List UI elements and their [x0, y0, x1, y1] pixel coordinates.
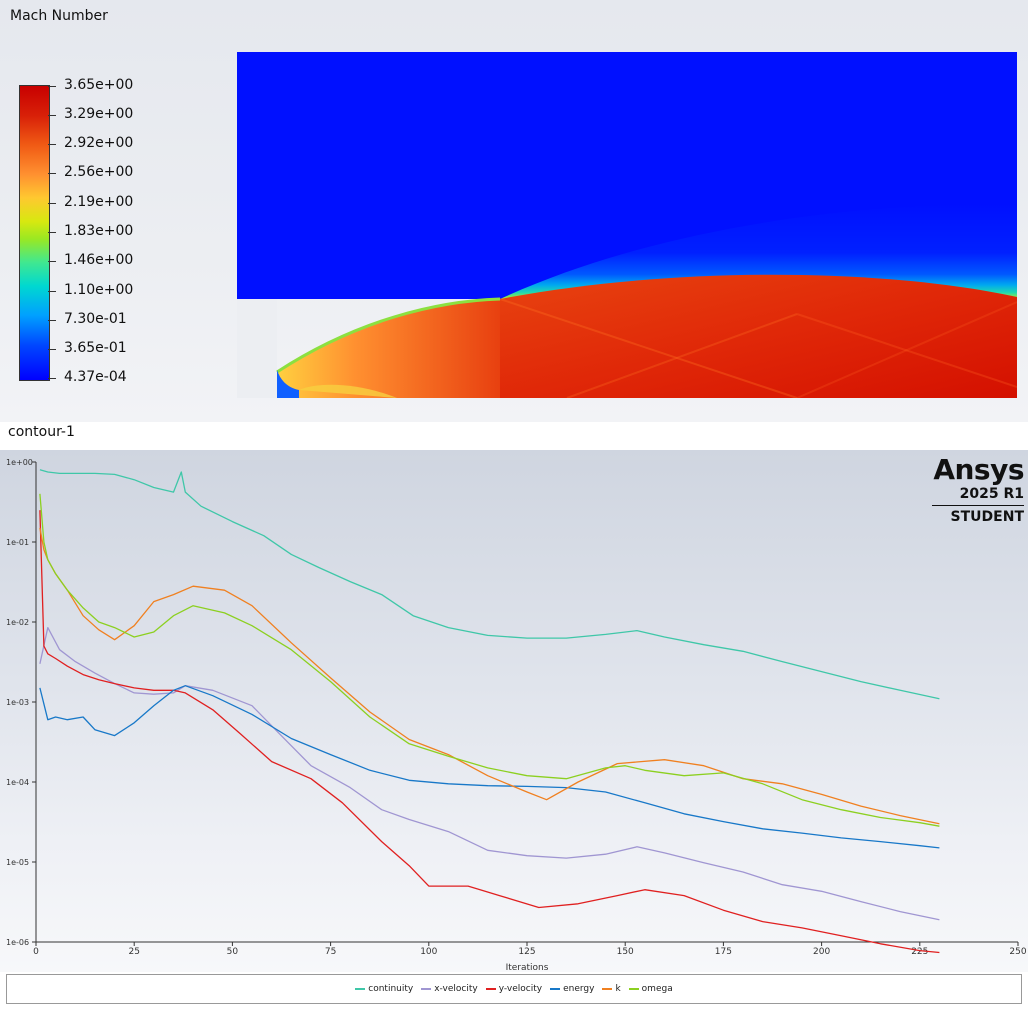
chart-series	[39, 469, 940, 954]
legend-label: omega	[641, 984, 673, 994]
series-omega	[39, 493, 940, 827]
colorbar	[19, 85, 50, 381]
chart-axes: 0 25 50 75 100 125 150 175 200 225 250 1e+00 1e-01 1e…	[6, 458, 1027, 972]
ansys-logo: Ansys 2025 R1 STUDENT	[926, 453, 1025, 526]
legend-item-y-velocity: y-velocity	[485, 984, 543, 994]
x-axis-label: Iterations	[506, 963, 549, 972]
x-tick-label: 250	[1009, 947, 1026, 957]
x-tick-label: 150	[617, 947, 634, 957]
colorbar-labels: 3.65e+00 3.29e+00 2.92e+00 2.56e+00 2.19…	[64, 77, 154, 387]
colorbar-label: 1.83e+00	[64, 223, 134, 239]
x-tick-label: 175	[715, 947, 732, 957]
plume-core	[500, 274, 1017, 398]
series-k	[39, 527, 940, 825]
contour-caption: contour-1	[8, 424, 75, 440]
x-tick-label: 25	[128, 947, 139, 957]
colorbar-label: 2.56e+00	[64, 164, 134, 180]
y-tick-label: 1e-03	[6, 698, 29, 707]
colorbar-label: 7.30e-01	[64, 311, 127, 327]
colorbar-label: 4.37e-04	[64, 369, 127, 385]
legend-label: energy	[563, 984, 595, 994]
legend-label: x-velocity	[434, 984, 478, 994]
colorbar-label: 3.65e+00	[64, 77, 134, 93]
y-tick-label: 1e+00	[6, 458, 33, 467]
colorbar-label: 2.92e+00	[64, 135, 134, 151]
x-tick-label: 75	[325, 947, 336, 957]
nozzle-lip	[277, 370, 299, 398]
mach-contour-plot	[237, 52, 1018, 399]
legend-label: y-velocity	[498, 984, 543, 994]
y-tick-label: 1e-06	[6, 938, 29, 947]
legend-label: k	[615, 984, 621, 994]
x-tick-label: 0	[33, 947, 39, 957]
logo-brand: Ansys	[933, 453, 1024, 486]
legend-swatch	[355, 988, 366, 990]
legend-item-omega: omega	[628, 984, 673, 994]
contour-title: Mach Number	[10, 8, 108, 24]
legend-swatch	[485, 988, 496, 990]
residuals-chart: 0 25 50 75 100 125 150 175 200 225 250 1e+00 1e-01 1e…	[6, 458, 1027, 972]
legend-label: continuity	[368, 984, 414, 994]
series-energy	[39, 685, 940, 849]
colorbar-label: 3.29e+00	[64, 106, 134, 122]
legend-item-energy: energy	[550, 984, 594, 994]
colorbar-label: 3.65e-01	[64, 340, 127, 356]
legend-item-k: k	[602, 984, 621, 994]
x-tick-label: 225	[911, 947, 928, 957]
colorbar-label: 2.19e+00	[64, 194, 134, 210]
series-continuity	[39, 469, 940, 700]
legend-item-x-velocity: x-velocity	[421, 984, 478, 994]
expansion-fan	[277, 299, 500, 398]
series-y-velocity	[39, 510, 940, 954]
legend-swatch	[550, 988, 561, 990]
colorbar-label: 1.10e+00	[64, 282, 134, 298]
x-tick-label: 125	[518, 947, 535, 957]
logo-version: 2025 R1	[959, 486, 1024, 502]
legend-item-continuity: continuity	[355, 984, 413, 994]
y-tick-label: 1e-01	[6, 538, 29, 547]
chart-legend: continuity x-velocity y-velocity energy k ome…	[6, 974, 1022, 1004]
logo-edition: STUDENT	[950, 509, 1024, 525]
residuals-panel	[0, 450, 1028, 972]
x-tick-label: 50	[227, 947, 239, 957]
y-tick-label: 1e-02	[6, 618, 29, 627]
legend-swatch	[421, 988, 432, 990]
legend-swatch	[602, 988, 613, 990]
x-tick-label: 200	[813, 947, 830, 957]
shock-front	[276, 297, 501, 374]
colorbar-label: 1.46e+00	[64, 252, 134, 268]
y-tick-label: 1e-05	[6, 858, 29, 867]
mach-contour-svg	[237, 52, 1018, 399]
series-x-velocity	[39, 626, 940, 921]
x-tick-label: 100	[420, 947, 437, 957]
legend-swatch	[628, 988, 639, 990]
y-tick-label: 1e-04	[6, 778, 29, 787]
